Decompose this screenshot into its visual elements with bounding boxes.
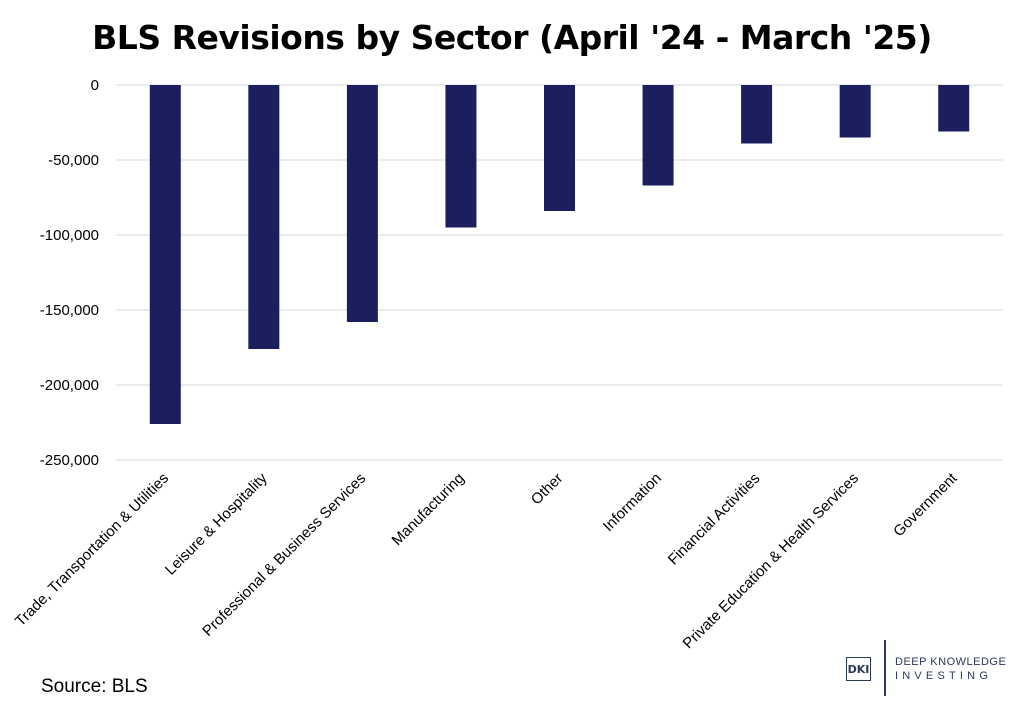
y-tick-label: 0: [91, 77, 99, 94]
bar: [642, 85, 674, 186]
bar: [938, 85, 970, 132]
chart-title: BLS Revisions by Sector (April '24 - Mar…: [92, 18, 932, 57]
logo-text-line2: INVESTING: [895, 670, 993, 682]
y-tick-label: -150,000: [40, 302, 99, 319]
dki-logo-mark: DKI: [846, 657, 871, 681]
x-tick-label: Trade, Transportation & Utilities: [12, 470, 172, 630]
bar: [741, 85, 773, 144]
x-tick-label: Leisure & Hospitality: [162, 469, 271, 578]
bar: [248, 85, 280, 349]
x-axis-ticks: Trade, Transportation & UtilitiesLeisure…: [12, 469, 961, 652]
bar: [839, 85, 871, 138]
x-tick-label: Professional & Business Services: [199, 470, 369, 640]
bars: [149, 85, 970, 424]
bar: [149, 85, 181, 424]
y-tick-label: -50,000: [48, 152, 99, 169]
bar: [445, 85, 477, 228]
x-tick-label: Financial Activities: [665, 470, 764, 569]
logo-divider: [884, 640, 886, 696]
dki-logo: DKI DEEP KNOWLEDGE INVESTING: [846, 640, 1016, 696]
x-tick-label: Other: [528, 470, 567, 509]
x-tick-label: Information: [600, 470, 665, 535]
y-axis-ticks: 0 -50,000 -100,000 -150,000 -200,000 -250,000: [40, 77, 99, 469]
bar: [544, 85, 575, 211]
y-tick-label: -100,000: [40, 227, 99, 244]
x-tick-label: Government: [890, 469, 961, 540]
x-tick-label: Manufacturing: [389, 470, 468, 549]
y-tick-label: -200,000: [40, 377, 99, 394]
y-tick-label: -250,000: [40, 452, 99, 469]
bar: [346, 85, 378, 322]
x-tick-label: Private Education & Health Services: [680, 470, 862, 652]
source-note: Source: BLS: [41, 676, 148, 697]
logo-text-line1: DEEP KNOWLEDGE: [895, 656, 1007, 668]
